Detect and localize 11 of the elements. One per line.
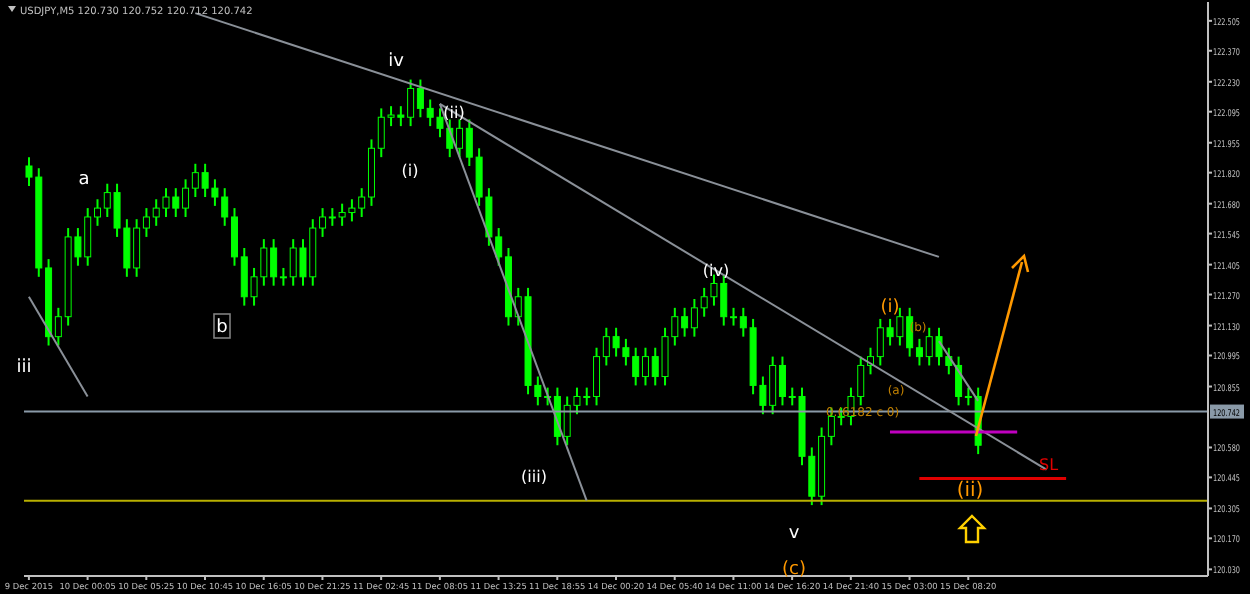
annotation: (i) <box>401 162 419 180</box>
annotation: (i) <box>880 298 900 318</box>
series-label: SL <box>1039 456 1060 475</box>
annotation: b <box>216 318 229 338</box>
annotation: iii <box>16 358 32 378</box>
annotation: (ii) <box>956 480 984 502</box>
annotation: (iii) <box>521 468 547 486</box>
annotation: v <box>788 524 801 544</box>
annotation: iv <box>388 52 406 72</box>
annotation: a <box>78 170 90 190</box>
annotation: (c) <box>782 560 806 580</box>
